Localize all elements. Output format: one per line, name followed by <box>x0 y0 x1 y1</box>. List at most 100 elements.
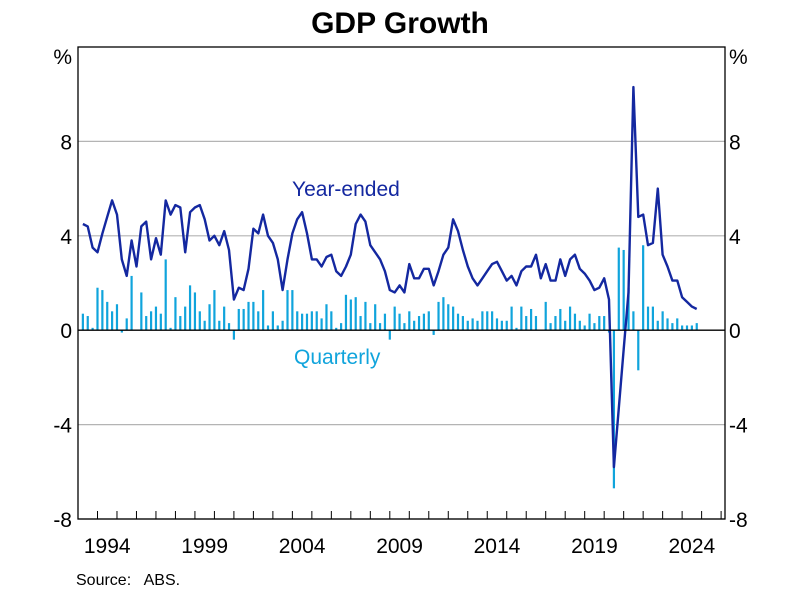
quarterly-bar <box>271 311 274 331</box>
year-ended-line <box>82 85 698 469</box>
quarterly-bar <box>169 327 172 331</box>
quarterly-bar <box>86 316 89 331</box>
quarterly-bar <box>140 292 143 331</box>
quarterly-bar <box>413 320 416 331</box>
quarterly-bar <box>632 311 635 331</box>
quarterly-bar <box>120 330 123 333</box>
quarterly-bar <box>520 306 523 331</box>
quarterly-bar <box>544 301 547 331</box>
quarterly-bar <box>188 285 192 331</box>
quarterly-bar <box>354 297 357 331</box>
quarterly-bar <box>291 290 294 331</box>
y-tick-label-left: -4 <box>53 415 72 438</box>
quarterly-bar <box>149 311 153 331</box>
quarterly-bar <box>237 308 240 331</box>
quarterly-bar <box>466 320 469 331</box>
quarterly-bar <box>651 306 654 331</box>
quarterly-bar <box>203 320 206 331</box>
plot-frame <box>77 46 726 520</box>
quarterly-bar <box>573 313 577 331</box>
quarterly-bar <box>247 301 250 331</box>
quarterly-bar <box>598 316 601 331</box>
quarterly-bar <box>286 290 289 331</box>
quarterly-bar <box>305 313 309 331</box>
quarterly-bar <box>242 308 245 331</box>
x-tick-label: 2009 <box>376 535 423 558</box>
quarterly-bar <box>593 323 596 331</box>
quarterly-bar <box>174 297 177 331</box>
quarterly-bar <box>154 306 158 331</box>
y-tick-label-right: 8 <box>729 131 741 154</box>
y-axis-right: 8 4 0 -4 -8 <box>729 131 748 532</box>
quarterly-bar <box>232 330 236 340</box>
quarterly-bar <box>481 311 484 331</box>
quarterly-bar <box>452 306 455 331</box>
quarterly-bar <box>208 304 211 331</box>
quarterly-bar <box>422 313 426 331</box>
quarterly-bar <box>525 316 528 331</box>
quarterly-bar <box>227 323 231 331</box>
quarterly-bar <box>184 306 187 331</box>
quarterly-bar <box>656 320 659 331</box>
x-tick-label: 2024 <box>669 535 716 558</box>
quarterly-bar <box>427 311 430 331</box>
quarterly-bar <box>695 323 698 331</box>
quarterly-bar <box>646 306 650 331</box>
quarterly-bar <box>500 320 503 331</box>
quarterly-bar <box>578 320 581 331</box>
year-ended-line-group <box>82 85 698 469</box>
quarterly-bar <box>642 245 645 331</box>
quarterly-bar <box>447 304 450 331</box>
quarterly-bar <box>296 311 299 331</box>
quarterly-bar <box>130 275 133 331</box>
quarterly-bar <box>364 301 367 331</box>
quarterly-bar <box>335 327 338 331</box>
quarterly-bar <box>676 318 679 331</box>
quarterly-bar <box>486 311 489 331</box>
series-label-year-ended: Year-ended <box>292 178 400 201</box>
x-tick-label: 2004 <box>279 535 326 558</box>
quarterly-bar <box>495 318 499 331</box>
quarterly-bar <box>408 311 411 331</box>
quarterly-bar <box>369 323 372 331</box>
quarterly-bar <box>223 306 226 331</box>
quarterly-bar <box>320 318 323 331</box>
quarterly-bar <box>96 287 99 331</box>
quarterly-bar <box>281 320 284 331</box>
quarterly-bar <box>101 290 104 331</box>
quarterly-bar <box>417 316 421 331</box>
quarterly-bar <box>612 330 616 489</box>
quarterly-bar <box>218 320 221 331</box>
quarterly-bar <box>515 327 518 331</box>
quarterly-bar <box>383 313 387 331</box>
quarterly-bar <box>603 316 606 331</box>
quarterly-bar <box>568 306 572 331</box>
y-tick-label-left: 8 <box>60 131 72 154</box>
quarterly-bar <box>179 316 182 331</box>
quarterly-bar <box>276 325 279 331</box>
quarterly-bar <box>257 311 260 331</box>
x-tick-label: 1994 <box>84 535 131 558</box>
quarterly-bar <box>403 323 406 331</box>
quarterly-bar <box>388 330 391 340</box>
quarterly-bar <box>491 311 494 331</box>
quarterly-bar <box>81 313 84 331</box>
quarterly-bar <box>564 320 567 331</box>
quarterly-bar <box>554 316 557 331</box>
y-tick-label-right: 0 <box>729 320 741 343</box>
quarterly-bar <box>330 311 333 331</box>
quarterly-bar <box>198 311 201 331</box>
quarterly-bar <box>627 287 630 331</box>
y-tick-label-left: 4 <box>60 226 72 249</box>
quarterly-bar <box>437 301 440 331</box>
quarterly-bar <box>359 316 362 331</box>
quarterly-bar <box>681 325 684 331</box>
quarterly-bar <box>476 320 479 331</box>
quarterly-bar <box>617 247 620 331</box>
quarterly-bar <box>666 318 669 331</box>
x-axis: 1994 1999 2004 2009 2014 2019 2024 <box>84 511 722 558</box>
quarterly-bar <box>690 325 693 331</box>
quarterly-bar <box>637 330 640 371</box>
quarterly-bar <box>91 327 94 331</box>
